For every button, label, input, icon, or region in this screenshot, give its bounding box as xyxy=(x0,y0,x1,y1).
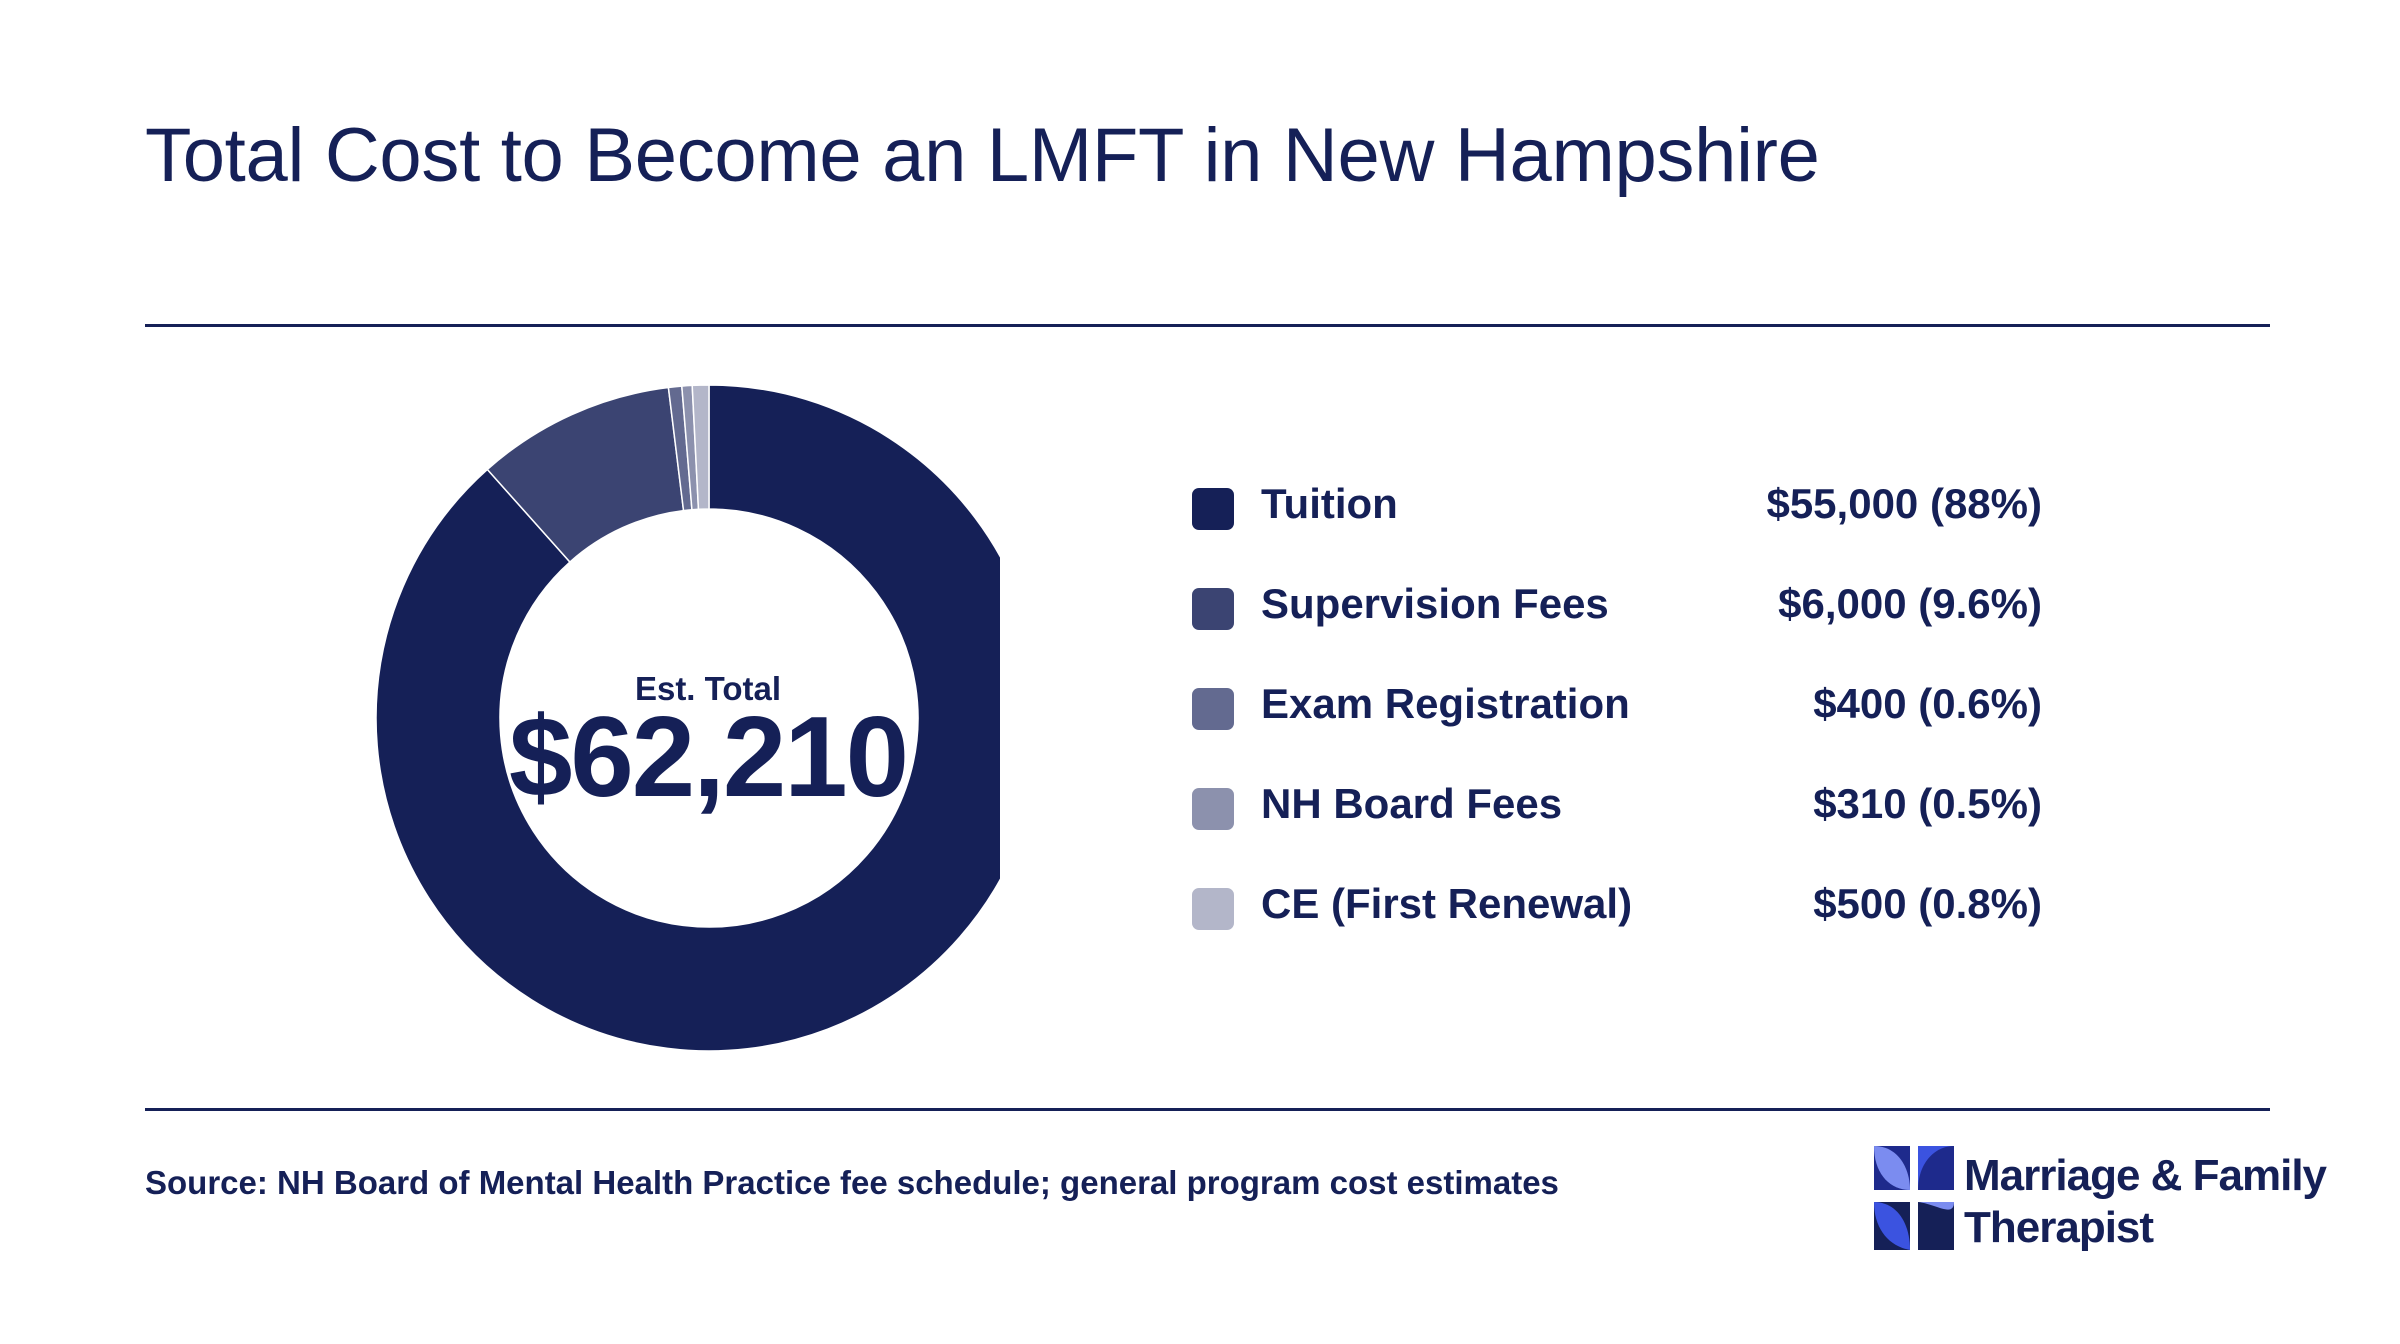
legend-value-nh-board-fees: $310 (0.5%) xyxy=(1813,780,2042,827)
logo-mark-icon xyxy=(1874,1146,1954,1250)
legend-swatch-tuition xyxy=(1192,488,1234,530)
legend-swatch-exam-registration xyxy=(1192,688,1234,730)
legend-item-exam-registration: Exam Registration $400 (0.6%) xyxy=(1192,674,2042,774)
legend-label-nh-board-fees: NH Board Fees xyxy=(1261,780,1563,827)
donut-slice-ce-first-renewal xyxy=(691,384,710,511)
legend-label-exam-registration: Exam Registration xyxy=(1261,680,1630,727)
logo-line-1: Marriage & Family xyxy=(1964,1151,2327,1200)
legend-swatch-supervision-fees xyxy=(1192,588,1234,630)
center-value: $62,210 xyxy=(508,694,909,821)
legend-value-exam-registration: $400 (0.6%) xyxy=(1813,680,2042,727)
source-note: Source: NH Board of Mental Health Practi… xyxy=(145,1164,1559,1201)
top-divider xyxy=(145,324,2270,327)
legend-item-tuition: Tuition $55,000 (88%) xyxy=(1192,474,2042,574)
legend-value-tuition: $55,000 (88%) xyxy=(1766,480,2042,527)
legend: Tuition $55,000 (88%) Supervision Fees $… xyxy=(1192,474,2042,974)
legend-swatch-nh-board-fees xyxy=(1192,788,1234,830)
center-label: Est. Total xyxy=(634,670,782,707)
legend-swatch-ce-first-renewal xyxy=(1192,888,1234,930)
legend-item-ce-first-renewal: CE (First Renewal) $500 (0.8%) xyxy=(1192,874,2042,974)
logo-line-2: Therapist xyxy=(1964,1203,2154,1252)
donut-chart xyxy=(375,384,1000,1052)
donut-slice-tuition xyxy=(375,384,1000,1052)
logo-text: Marriage & Family Therapist xyxy=(1964,1150,2327,1254)
legend-value-supervision-fees: $6,000 (9.6%) xyxy=(1778,580,2042,627)
legend-label-tuition: Tuition xyxy=(1261,480,1398,527)
legend-value-ce-first-renewal: $500 (0.8%) xyxy=(1813,880,2042,927)
bottom-divider xyxy=(145,1108,2270,1111)
legend-label-supervision-fees: Supervision Fees xyxy=(1261,580,1609,627)
legend-label-ce-first-renewal: CE (First Renewal) xyxy=(1261,880,1633,927)
legend-item-nh-board-fees: NH Board Fees $310 (0.5%) xyxy=(1192,774,2042,874)
chart-title: Total Cost to Become an LMFT in New Hamp… xyxy=(145,113,1820,198)
legend-item-supervision-fees: Supervision Fees $6,000 (9.6%) xyxy=(1192,574,2042,674)
brand-logo[interactable]: Marriage & Family Therapist xyxy=(1874,1146,2327,1258)
